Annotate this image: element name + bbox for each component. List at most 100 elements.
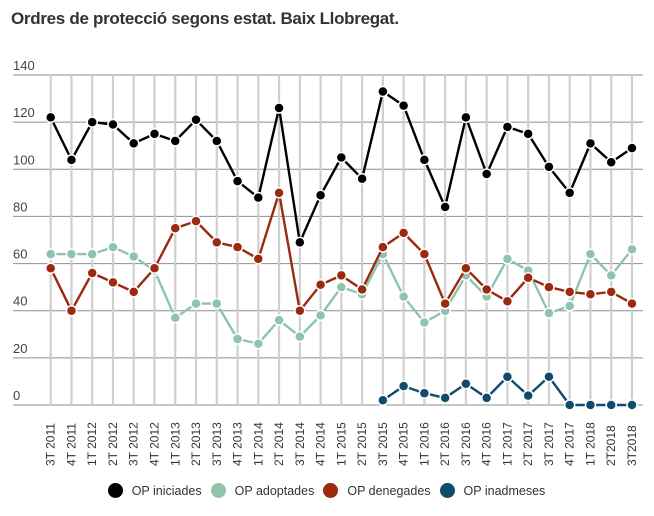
x-tick-label: 3T2018 <box>625 425 639 466</box>
data-point[interactable] <box>377 394 389 407</box>
data-point[interactable] <box>314 189 327 201</box>
data-point[interactable] <box>605 156 617 168</box>
data-point[interactable] <box>543 307 555 319</box>
data-point[interactable] <box>626 297 638 310</box>
data-point[interactable] <box>252 191 265 204</box>
data-point[interactable] <box>522 128 534 140</box>
data-point[interactable] <box>480 283 493 296</box>
data-point[interactable] <box>584 288 597 300</box>
data-point[interactable] <box>86 267 98 279</box>
data-point[interactable] <box>543 370 555 383</box>
data-point[interactable] <box>626 243 638 256</box>
data-point[interactable] <box>418 316 431 329</box>
data-point[interactable] <box>44 262 57 275</box>
data-point[interactable] <box>439 297 451 310</box>
data-point[interactable] <box>190 114 202 126</box>
data-point[interactable] <box>211 135 223 147</box>
data-point[interactable] <box>273 102 285 114</box>
data-point[interactable] <box>460 262 472 275</box>
data-point[interactable] <box>397 99 410 112</box>
data-point[interactable] <box>522 271 534 284</box>
data-point[interactable] <box>563 187 576 199</box>
data-point[interactable] <box>584 248 597 260</box>
data-point[interactable] <box>169 135 182 147</box>
data-point[interactable] <box>377 241 389 253</box>
data-point[interactable] <box>543 161 555 173</box>
legend-item[interactable]: OP iniciades <box>107 483 202 498</box>
data-point[interactable] <box>127 286 140 298</box>
data-point[interactable] <box>211 297 223 310</box>
legend-item[interactable]: OP inadmeses <box>439 483 545 498</box>
data-point[interactable] <box>563 300 576 312</box>
data-point[interactable] <box>605 269 617 282</box>
data-point[interactable] <box>273 187 285 199</box>
data-point[interactable] <box>460 378 472 390</box>
data-point[interactable] <box>584 399 597 411</box>
data-point[interactable] <box>211 236 223 249</box>
data-point[interactable] <box>169 312 182 324</box>
data-point[interactable] <box>397 290 410 303</box>
data-point[interactable] <box>86 116 98 128</box>
legend-item[interactable]: OP denegades <box>323 483 431 498</box>
data-point[interactable] <box>65 154 78 166</box>
data-point[interactable] <box>314 309 327 322</box>
data-point[interactable] <box>127 250 140 263</box>
data-point[interactable] <box>501 253 514 265</box>
data-point[interactable] <box>273 314 285 326</box>
data-point[interactable] <box>148 128 161 140</box>
data-point[interactable] <box>252 253 265 265</box>
data-point[interactable] <box>480 168 493 180</box>
data-point[interactable] <box>335 281 348 293</box>
data-point[interactable] <box>169 222 182 234</box>
data-point[interactable] <box>294 304 306 317</box>
data-point[interactable] <box>231 333 244 345</box>
data-point[interactable] <box>294 330 306 343</box>
data-point[interactable] <box>190 297 202 310</box>
data-point[interactable] <box>480 392 493 404</box>
data-point[interactable] <box>148 262 161 275</box>
data-point[interactable] <box>522 389 534 402</box>
data-point[interactable] <box>107 118 119 131</box>
data-point[interactable] <box>439 392 451 404</box>
data-point[interactable] <box>460 111 472 124</box>
data-point[interactable] <box>418 248 431 260</box>
data-point[interactable] <box>252 337 265 350</box>
data-point[interactable] <box>563 286 576 298</box>
data-point[interactable] <box>44 111 57 124</box>
data-point[interactable] <box>107 241 119 253</box>
data-point[interactable] <box>65 248 78 260</box>
data-point[interactable] <box>543 281 555 293</box>
data-point[interactable] <box>397 227 410 239</box>
data-point[interactable] <box>584 137 597 150</box>
data-point[interactable] <box>190 215 202 227</box>
data-point[interactable] <box>501 121 514 133</box>
data-point[interactable] <box>44 248 57 260</box>
data-point[interactable] <box>501 370 514 383</box>
data-point[interactable] <box>563 399 576 411</box>
data-point[interactable] <box>356 283 368 296</box>
data-point[interactable] <box>626 142 638 154</box>
data-point[interactable] <box>501 295 514 308</box>
line-chart: 0 20 40 60 80 100 120 140 3T 2011 4T 2011 1T 2012… <box>13 58 643 466</box>
data-point[interactable] <box>294 236 306 249</box>
series-op-inadmeses <box>377 370 638 411</box>
data-point[interactable] <box>231 175 244 187</box>
data-point[interactable] <box>377 85 389 98</box>
data-point[interactable] <box>356 172 368 185</box>
data-point[interactable] <box>335 151 348 164</box>
data-point[interactable] <box>314 279 327 291</box>
data-point[interactable] <box>418 154 431 166</box>
data-point[interactable] <box>418 387 431 399</box>
data-point[interactable] <box>86 248 98 260</box>
data-point[interactable] <box>231 241 244 253</box>
data-point[interactable] <box>605 399 617 411</box>
data-point[interactable] <box>397 380 410 392</box>
data-point[interactable] <box>626 399 638 411</box>
data-point[interactable] <box>439 201 451 213</box>
data-point[interactable] <box>605 286 617 298</box>
data-point[interactable] <box>127 137 140 150</box>
data-point[interactable] <box>335 269 348 282</box>
legend-item[interactable]: OP adoptades <box>210 483 314 498</box>
data-point[interactable] <box>65 304 78 317</box>
data-point[interactable] <box>107 276 119 289</box>
